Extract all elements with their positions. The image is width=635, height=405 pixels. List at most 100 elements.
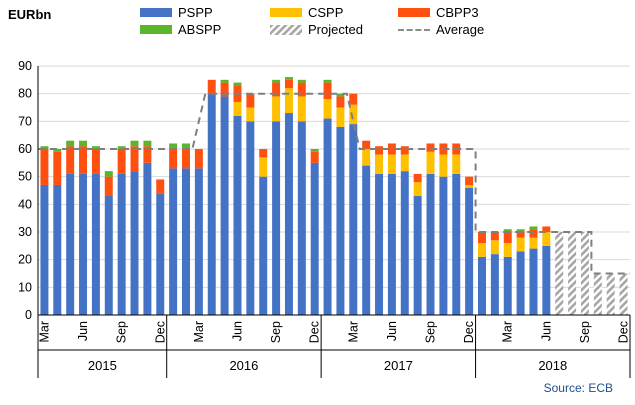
bar-cbpp3-2016-10 [284,79,293,89]
bar-cspp-2016-11 [297,96,306,122]
bar-pspp-2016-06 [233,115,242,315]
bar-cbpp3-2017-04 [362,140,371,149]
bar-pspp-2018-01 [478,256,486,315]
bar-cspp-2017-07 [400,154,409,172]
bar-cspp-2017-06 [387,154,396,174]
bar-cbpp3-2017-03 [349,93,358,105]
y-tick-label: 10 [18,280,32,294]
bar-cbpp3-2016-05 [220,82,229,97]
legend-swatch-pspp [140,8,172,17]
bar-pspp-2015-12 [156,193,165,315]
bar-cspp-2018-03 [503,243,512,257]
bar-pspp-2015-03 [40,184,49,315]
average-line-path [38,92,630,275]
bar-pspp-2015-04 [53,184,62,315]
bar-pspp-2017-09 [426,173,435,315]
bar-pspp-2017-08 [413,196,422,315]
y-tick-label: 30 [18,225,32,239]
bar-cspp-2018-06 [542,232,551,246]
bar-abspp-2015-03 [40,146,49,149]
bar-cbpp3-2017-01 [323,82,332,100]
bar-cbpp3-2016-11 [297,82,306,97]
bar-cbpp3-2017-07 [400,146,409,155]
bar-cbpp3-2017-02 [336,96,345,108]
bar-cspp-2016-10 [284,88,293,114]
axes: 0 10 20 30 40 50 60 70 80 90 Mar Jun Sep Dec Mar Jun Sep… [18,59,631,378]
bar-cbpp3-2015-03 [40,149,49,185]
bar-cbpp3-2018-06 [542,226,551,232]
bar-pspp-2018-03 [503,256,512,315]
bar-cbpp3-2016-12 [310,151,319,163]
bar-pspp-2016-12 [310,162,319,315]
bar-pspp-2016-03 [194,168,203,315]
bar-pspp-2016-08 [259,176,268,315]
bar-cspp-2017-01 [323,99,332,119]
x-tick-label: Jun [539,321,553,341]
x-tick-label: Mar [37,321,51,343]
bar-cbpp3-2017-09 [426,143,435,152]
bar-abspp-2017-02 [336,93,345,97]
bar-cbpp3-2018-01 [478,232,486,244]
legend-label-average: Average [436,22,485,37]
bar-cbpp3-2015-05 [66,146,75,174]
bar-abspp-2015-04 [53,149,62,152]
bar-cbpp3-2016-03 [194,149,203,169]
bar-cspp-2017-03 [349,104,358,125]
bar-pspp-2017-05 [375,173,384,315]
bar-pspp-2015-09 [117,173,126,315]
legend-swatch-average [398,28,430,31]
bar-pspp-2018-06 [542,245,551,315]
bar-pspp-2015-08 [104,196,113,315]
bar-cspp-2016-07 [246,107,255,122]
bar-cbpp3-2018-02 [490,232,499,241]
bar-projected-2018-12 [619,273,628,315]
bar-pspp-2017-02 [336,126,345,315]
legend-label-abspp: ABSPP [178,22,222,37]
bar-abspp-2016-12 [310,149,319,152]
bar-abspp-2016-11 [297,79,306,83]
gridlines [38,65,630,316]
bar-cspp-2018-01 [478,243,486,257]
bar-cspp-2017-05 [375,154,384,174]
bar-cspp-2017-02 [336,107,345,127]
bar-projected-2018-08 [568,232,577,315]
bar-pspp-2016-09 [272,121,281,315]
legend-swatch-projected [270,24,302,35]
x-tick-label: Sep [115,321,129,343]
bar-abspp-2015-06 [79,140,88,147]
bar-pspp-2015-11 [143,162,152,315]
bar-cbpp3-2017-05 [375,146,384,155]
bar-cbpp3-2015-11 [143,146,152,163]
bar-abspp-2018-04 [516,229,525,232]
legend-swatch-cspp [270,8,302,17]
bar-pspp-2018-02 [490,254,499,315]
bar-cbpp3-2017-08 [413,173,422,183]
average-line [38,92,630,275]
x-tick-label: Sep [269,321,283,343]
legend-item-pspp: PSPP [140,5,213,20]
legend-label-cbpp3: CBPP3 [436,5,479,20]
bar-pspp-2018-04 [516,251,525,315]
bar-cbpp3-2016-08 [259,149,268,158]
x-tick-label: Jun [385,321,399,341]
legend-item-cbpp3: CBPP3 [398,5,479,20]
bar-pspp-2016-05 [220,96,229,315]
bar-pspp-2017-07 [400,171,409,315]
x-tick-label: Mar [501,321,515,343]
y-tick-label: 80 [18,87,32,101]
x-tick-label: Dec [153,321,167,343]
bar-cbpp3-2015-10 [130,146,139,172]
x-tick-label: Mar [346,321,360,343]
bar-pspp-2016-02 [182,168,190,315]
x-tick-label: Dec [462,321,476,343]
bar-cspp-2017-08 [413,182,422,197]
bar-cbpp3-2015-04 [53,151,62,185]
bar-pspp-2016-11 [297,121,306,315]
y-tick-label: 20 [18,253,32,267]
bar-pspp-2016-07 [246,121,255,315]
bar-abspp-2016-01 [169,143,178,149]
bar-projected-2018-10 [593,273,602,315]
bar-projected-2018-09 [580,232,589,315]
bar-pspp-2017-10 [439,176,448,315]
bar-cbpp3-2015-08 [104,176,113,197]
